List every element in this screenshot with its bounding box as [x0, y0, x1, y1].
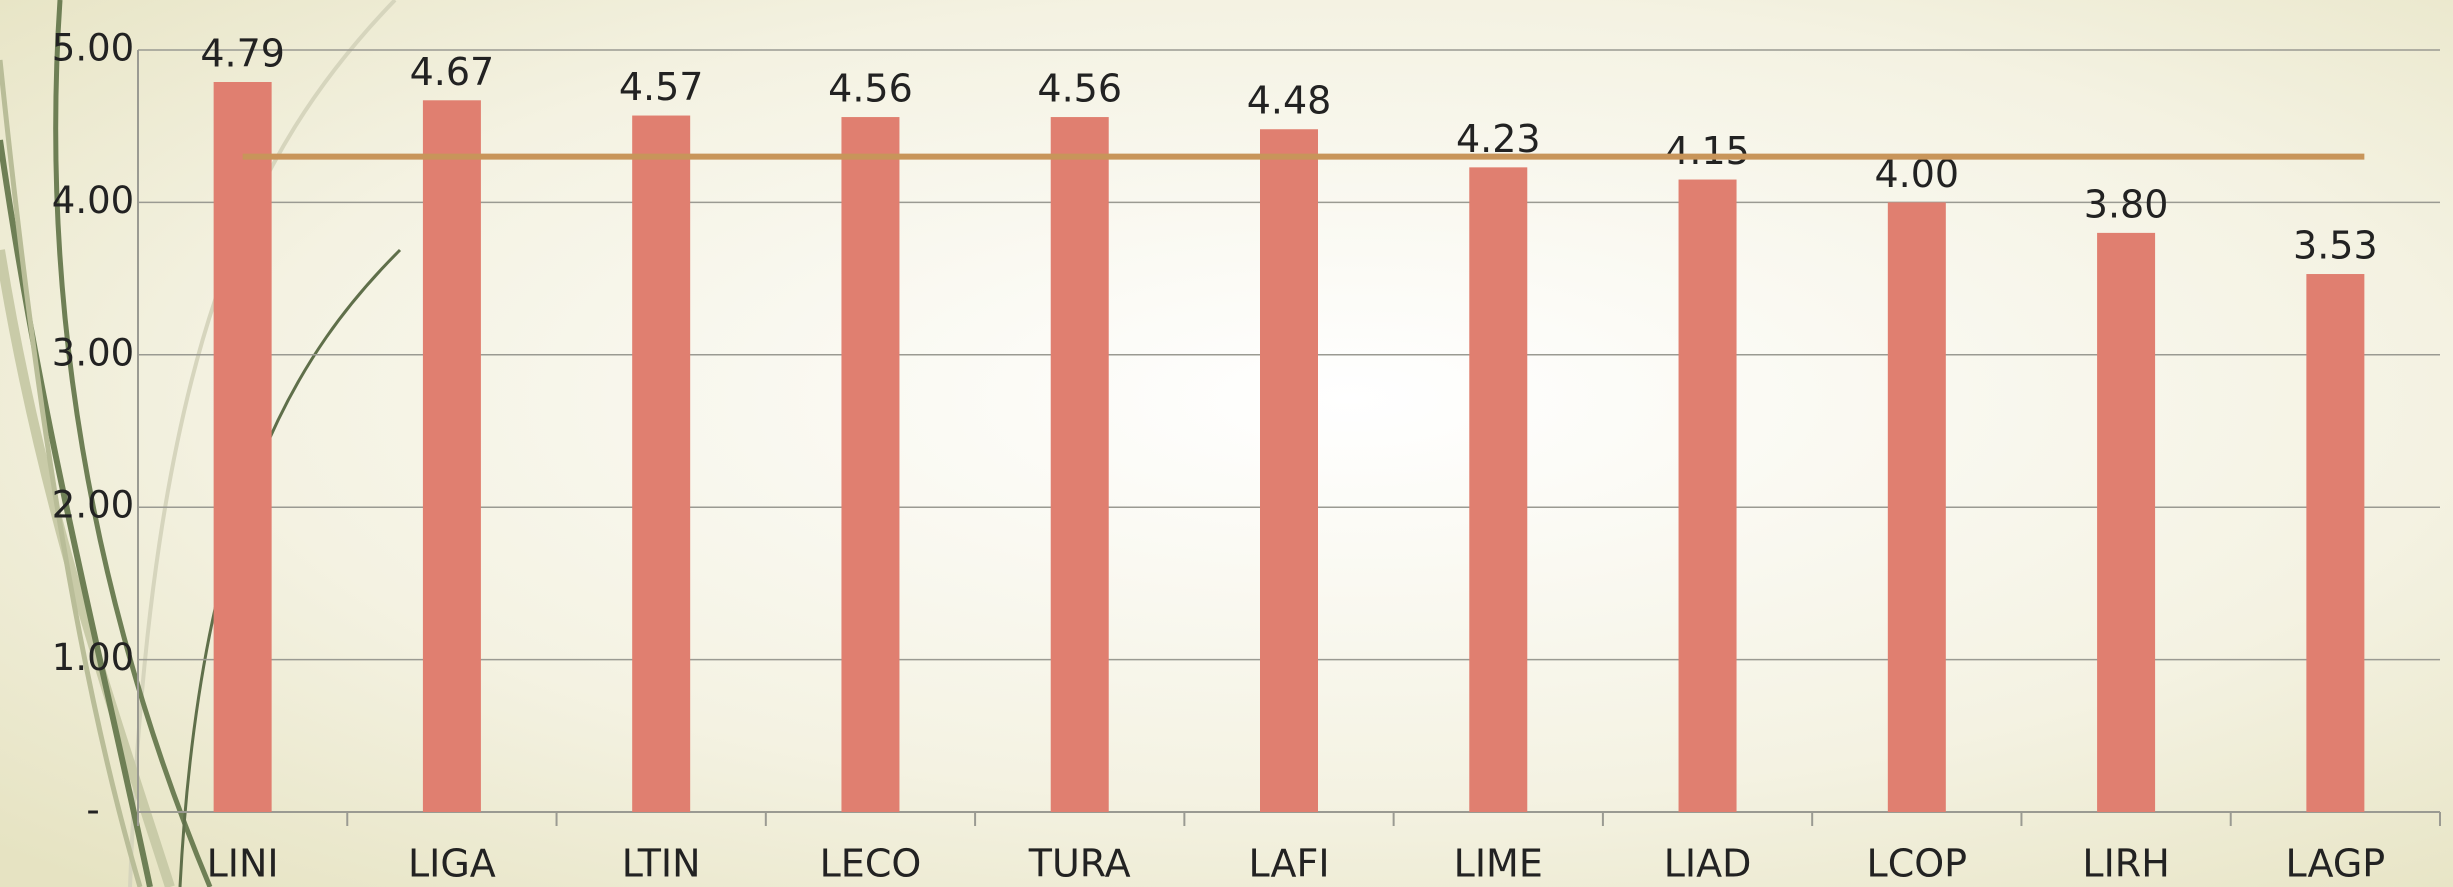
value-label: 4.56 [828, 67, 913, 111]
x-tick-label: LTIN [622, 842, 701, 886]
y-tick-label: 4.00 [52, 179, 134, 222]
bar [1051, 117, 1109, 812]
bar [423, 100, 481, 812]
page: {"chart_data": {"type": "bar", "categori… [0, 0, 2453, 887]
y-tick-label: 3.00 [52, 331, 134, 374]
x-tick-label: TURA [1028, 842, 1131, 886]
y-tick-label: 5.00 [52, 27, 134, 70]
bar [632, 116, 690, 812]
x-tick-label: LIGA [408, 842, 496, 886]
bar [1679, 180, 1737, 812]
value-label: 4.15 [1665, 129, 1750, 173]
value-label: 4.48 [1247, 79, 1332, 123]
x-tick-label: LAGP [2285, 842, 2385, 886]
x-tick-label: LIRH [2082, 842, 2169, 886]
bar [1888, 202, 1946, 812]
x-tick-label: LIME [1454, 842, 1543, 886]
x-tick-label: LINI [207, 842, 279, 886]
value-label: 3.80 [2084, 182, 2169, 226]
value-label: 4.67 [410, 50, 495, 94]
x-tick-label: LIAD [1664, 842, 1752, 886]
bar [1260, 129, 1318, 812]
bar [841, 117, 899, 812]
value-label: 4.79 [200, 32, 285, 76]
x-tick-label: LECO [820, 842, 922, 886]
x-tick-label: LAFI [1248, 842, 1329, 886]
bar [2097, 233, 2155, 812]
y-tick-label: 2.00 [52, 484, 134, 527]
x-tick-label: LCOP [1867, 842, 1968, 886]
bar [1469, 167, 1527, 812]
y-tick-label: - [86, 789, 99, 832]
bar [2306, 274, 2364, 812]
bar [214, 82, 272, 812]
value-label: 4.56 [1037, 67, 1122, 111]
background [0, 0, 2453, 887]
value-label: 3.53 [2293, 224, 2378, 268]
chart: - 1.00 2.00 3.00 4.00 5.00 4.79 LINI 4.67 LIGA 4.5… [0, 0, 2453, 887]
value-label: 4.57 [619, 65, 704, 109]
y-tick-label: 1.00 [52, 636, 134, 679]
